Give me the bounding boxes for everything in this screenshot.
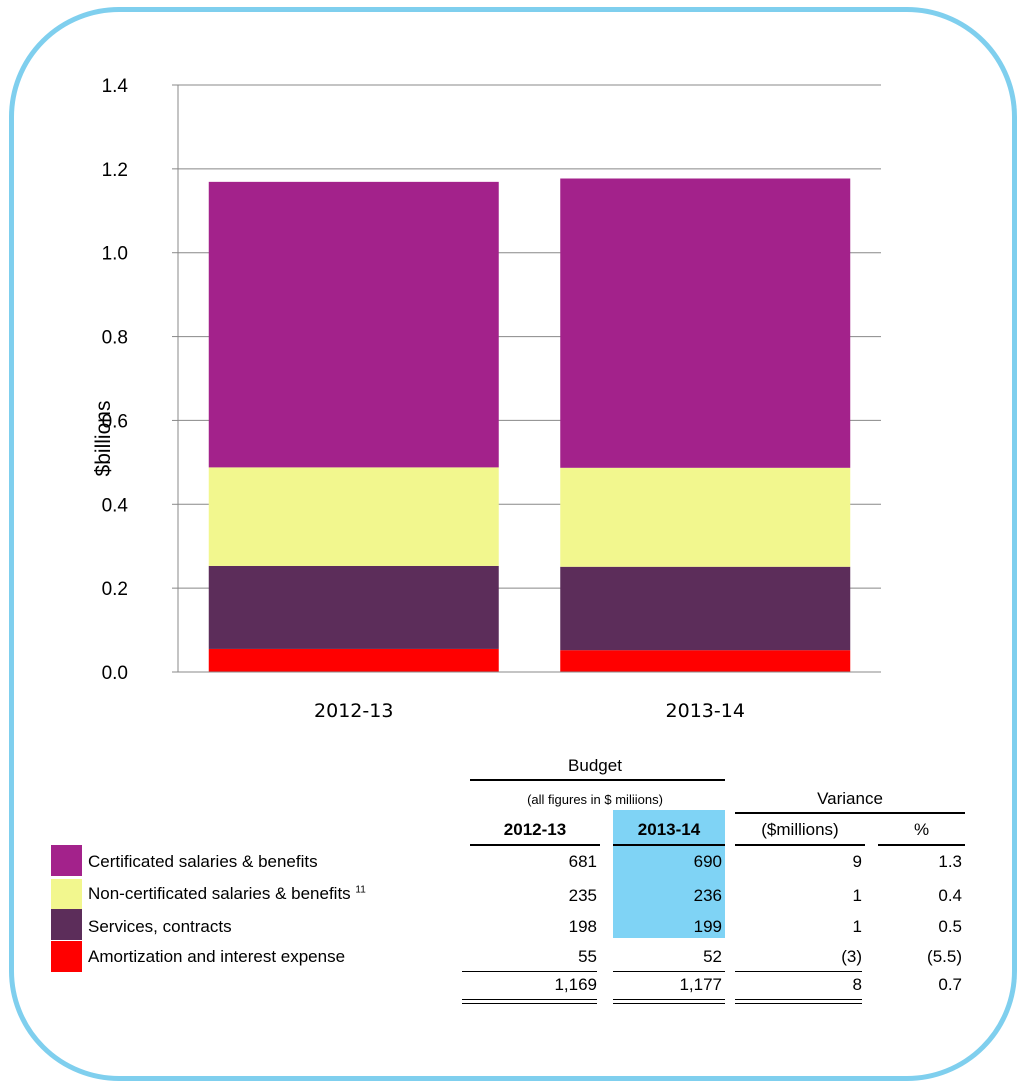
row-label: Certificated salaries & benefits <box>88 852 318 871</box>
total-2012: 1,169 <box>554 975 597 994</box>
y-tick-label: 0.0 <box>102 663 128 684</box>
y-tick-label: 0.6 <box>102 411 128 432</box>
row-label: Amortization and interest expense <box>88 947 346 966</box>
highlight-2013-14-column <box>613 810 725 938</box>
rounded-border-frame <box>9 7 1017 1081</box>
y-tick-label: 0.8 <box>102 328 128 349</box>
stacked-bar-chart: 0.0 0.2 0.4 0.6 0.8 1.0 1.2 1.4 2012-13 2013-14 $b… <box>92 76 881 722</box>
col-header-2013-14: 2013-14 <box>637 820 701 839</box>
y-tick-label: 1.4 <box>102 76 129 97</box>
y-tick-label: 0.4 <box>102 495 129 516</box>
col-header-var-pct: % <box>913 820 930 839</box>
header-rule-2012 <box>470 844 600 846</box>
legend-swatch-non-certificated <box>51 879 82 910</box>
bar-segment <box>208 565 499 649</box>
bar-segment <box>560 650 851 672</box>
total-double-rule-2013 <box>613 999 725 1004</box>
row-label: Non-certificated salaries & benefits 11 <box>88 884 366 904</box>
total-double-rule-var <box>735 999 862 1004</box>
header-rule-var <box>735 844 865 846</box>
budget-header: Budget <box>568 756 622 775</box>
bar-segment <box>560 566 851 651</box>
row-variance: 9 <box>852 852 862 871</box>
subtotal-rule-2013 <box>613 971 725 972</box>
row-value-2012: 235 <box>568 886 597 905</box>
row-variance: (3) <box>841 947 862 966</box>
row-value-2012: 55 <box>578 947 597 966</box>
bar-segment <box>560 178 851 468</box>
row-variance-pct: 1.3 <box>938 852 962 871</box>
legend-swatch-services <box>51 909 82 940</box>
budget-note: (all figures in $ miliions) <box>527 792 663 807</box>
row-label: Services, contracts <box>88 917 232 936</box>
row-value-2012: 681 <box>568 852 597 871</box>
bar-segment <box>560 467 851 567</box>
header-rule-pct <box>878 844 965 846</box>
header-rule-2013 <box>613 844 725 846</box>
x-tick-label: 2012-13 <box>314 700 393 722</box>
subtotal-rule-2012 <box>462 971 597 972</box>
col-header-var-millions: ($millions) <box>761 820 839 839</box>
total-variance: 8 <box>852 975 862 994</box>
row-value-2013: 690 <box>693 852 722 871</box>
row-value-2013: 52 <box>703 947 722 966</box>
total-2013: 1,177 <box>679 975 722 994</box>
y-axis-label: $billions <box>92 401 115 477</box>
row-value-2012: 198 <box>568 917 597 936</box>
total-variance-pct: 0.7 <box>938 975 962 994</box>
row-label-text: Non-certificated salaries & benefits <box>88 884 351 903</box>
row-value-2013: 199 <box>693 917 722 936</box>
row-variance: 1 <box>852 886 862 905</box>
x-tick-label: 2013-14 <box>666 700 745 722</box>
y-tick-label: 1.2 <box>102 160 128 181</box>
row-variance-pct: (5.5) <box>927 947 962 966</box>
legend-swatch-certificated <box>51 845 82 876</box>
budget-rule <box>470 779 725 781</box>
row-value-2013: 236 <box>693 886 722 905</box>
y-tick-label: 0.2 <box>102 579 128 600</box>
total-double-rule-2012 <box>462 999 597 1004</box>
row-variance-pct: 0.4 <box>938 886 962 905</box>
bar-segment <box>208 648 499 672</box>
footnote-marker: 11 <box>355 884 366 896</box>
subtotal-rule-var <box>735 971 862 972</box>
col-header-2012-13: 2012-13 <box>503 820 567 839</box>
bar-segment <box>208 181 499 468</box>
row-variance: 1 <box>852 917 862 936</box>
legend-swatch-amortization <box>51 941 82 972</box>
variance-header: Variance <box>817 789 883 808</box>
bar-segment <box>208 467 499 566</box>
row-variance-pct: 0.5 <box>938 917 962 936</box>
variance-rule <box>735 812 965 814</box>
y-tick-label: 1.0 <box>102 244 128 265</box>
